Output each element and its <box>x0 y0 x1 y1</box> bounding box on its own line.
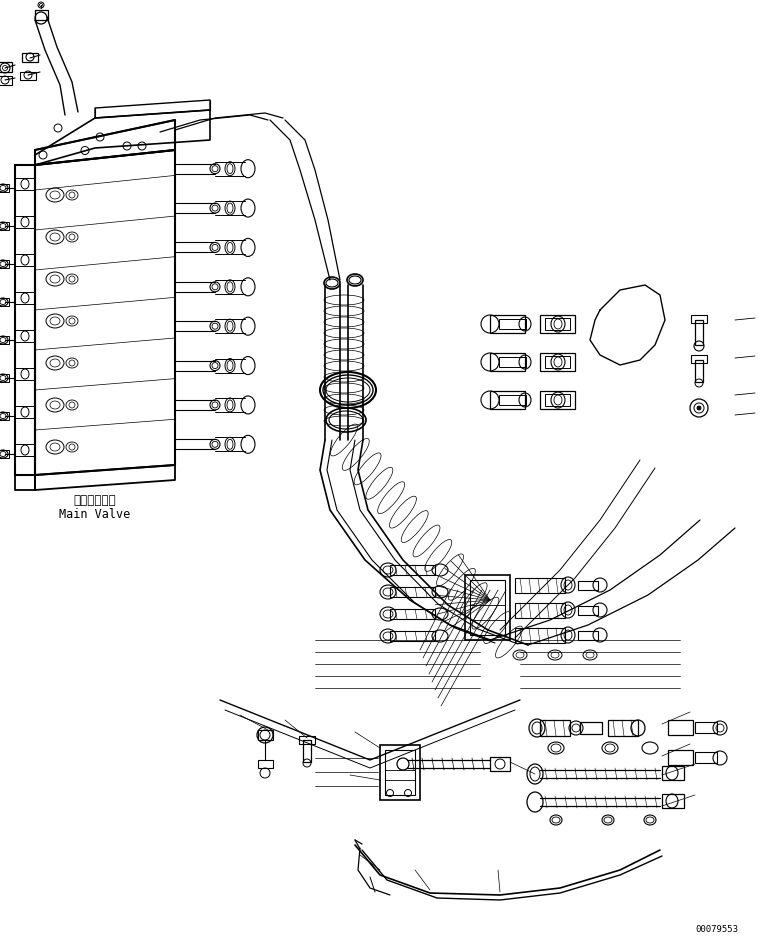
Bar <box>540 720 570 736</box>
Bar <box>578 606 598 615</box>
Bar <box>490 757 510 771</box>
Bar <box>515 578 565 593</box>
Bar <box>515 628 565 643</box>
Bar <box>691 315 707 323</box>
Text: 00079553: 00079553 <box>695 926 738 934</box>
Bar <box>0 260 9 268</box>
Bar <box>499 357 526 367</box>
Bar <box>35 10 48 20</box>
Bar <box>258 730 273 740</box>
Bar <box>515 603 565 618</box>
Text: メインバルブ: メインバルブ <box>73 493 116 506</box>
Bar <box>545 318 570 330</box>
Bar <box>668 750 693 765</box>
Bar <box>540 391 575 409</box>
Bar <box>662 794 684 808</box>
Bar <box>695 360 703 382</box>
Bar <box>490 315 525 333</box>
Bar <box>15 330 35 342</box>
Bar <box>15 406 35 418</box>
Circle shape <box>697 406 701 410</box>
Bar <box>15 216 35 228</box>
Bar <box>490 353 525 371</box>
Bar <box>20 72 36 80</box>
Bar <box>15 292 35 304</box>
Bar <box>691 355 707 363</box>
Bar <box>15 178 35 190</box>
Bar <box>540 315 575 333</box>
Bar <box>608 720 638 736</box>
Bar <box>0 374 9 382</box>
Bar <box>390 587 435 597</box>
Bar <box>390 631 435 641</box>
Bar <box>578 631 598 640</box>
Bar <box>303 740 311 762</box>
Bar <box>662 766 684 780</box>
Bar <box>578 581 598 590</box>
Bar <box>499 319 526 329</box>
Bar <box>299 736 315 744</box>
Bar <box>545 394 570 406</box>
Bar <box>695 722 717 733</box>
Bar <box>0 76 12 85</box>
Bar <box>499 395 526 405</box>
Bar <box>580 722 602 734</box>
Bar <box>695 752 717 763</box>
Bar <box>380 745 420 800</box>
Bar <box>540 353 575 371</box>
Bar <box>465 575 510 640</box>
Bar <box>15 368 35 380</box>
Bar <box>385 750 415 795</box>
Bar <box>22 53 38 62</box>
Bar <box>15 254 35 266</box>
Bar <box>490 391 525 409</box>
Bar <box>470 580 505 635</box>
Bar <box>0 450 9 458</box>
Bar <box>0 62 12 72</box>
Bar <box>668 720 693 735</box>
Bar <box>695 320 703 345</box>
Bar <box>258 760 273 768</box>
Bar <box>0 184 9 192</box>
Bar <box>390 609 435 619</box>
Bar <box>0 222 9 230</box>
Bar <box>545 356 570 368</box>
Text: Main Valve: Main Valve <box>60 508 131 521</box>
Bar <box>0 298 9 306</box>
Bar <box>0 412 9 420</box>
Bar <box>0 336 9 344</box>
Bar <box>15 444 35 456</box>
Bar <box>390 565 435 575</box>
